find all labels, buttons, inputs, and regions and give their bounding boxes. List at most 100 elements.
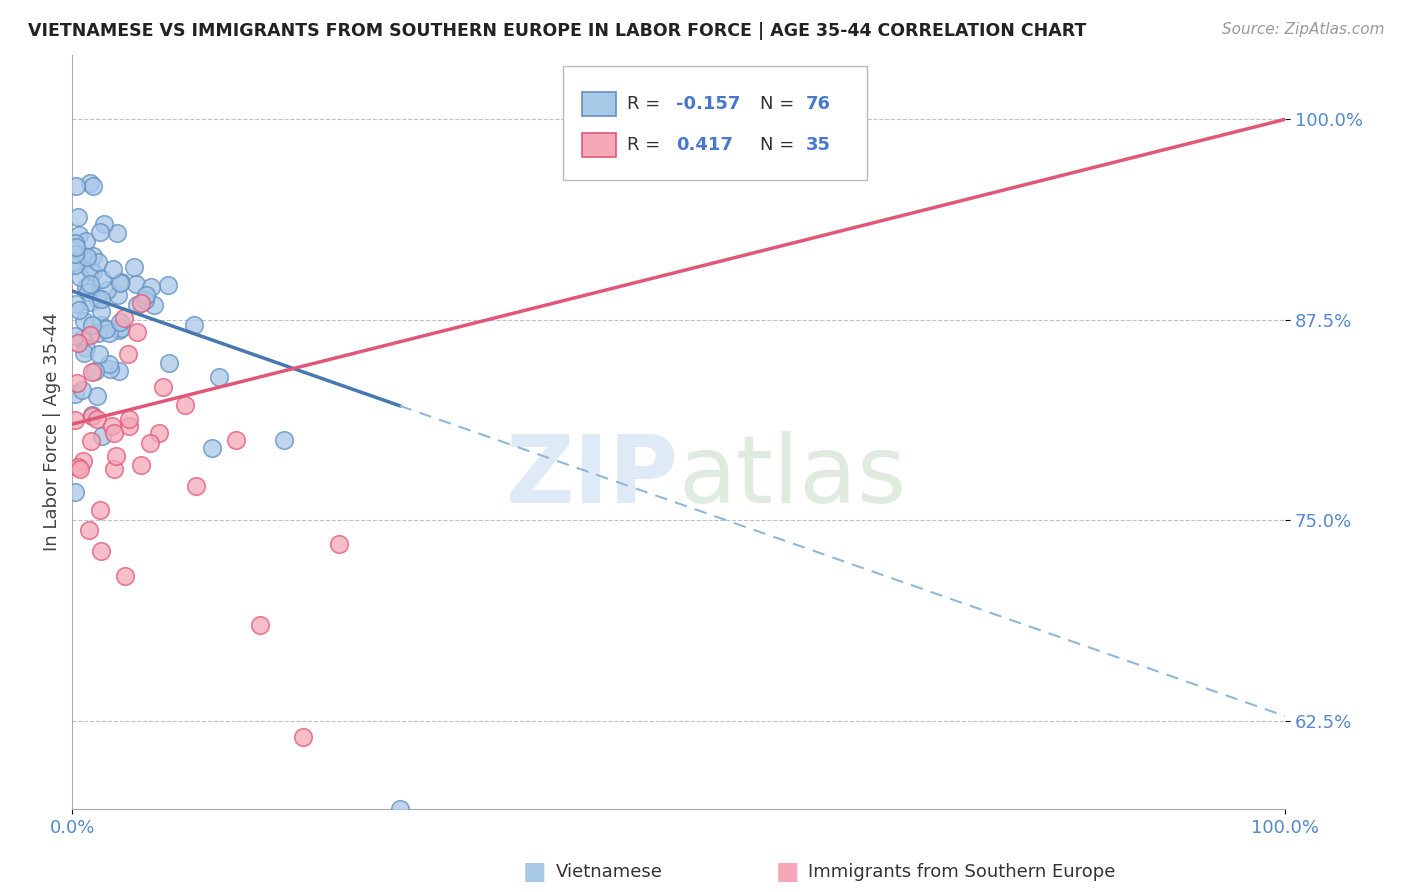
Point (183, 318, 205, 333)
Point (89, 225, 111, 239)
Point (249, 617, 271, 632)
Point (63, 413, 86, 427)
Point (73, 313, 96, 327)
Point (82, 265, 104, 279)
Point (90, 292, 112, 306)
Point (108, 276, 131, 290)
Point (84, 364, 107, 378)
Point (110, 275, 132, 289)
Text: 0.417: 0.417 (676, 136, 733, 153)
Point (79, 176, 101, 190)
Point (122, 260, 145, 274)
Bar (582, 133, 616, 157)
Point (79, 294, 101, 309)
Point (79, 261, 101, 276)
Point (139, 279, 162, 293)
Point (67, 303, 90, 318)
Point (124, 277, 146, 291)
Point (98, 357, 121, 371)
Point (63, 258, 86, 272)
Point (143, 297, 166, 311)
Text: R =: R = (627, 95, 665, 113)
Text: N =: N = (761, 136, 800, 153)
Point (70, 331, 93, 345)
Text: ZIP: ZIP (506, 432, 679, 524)
Point (98, 326, 121, 340)
Point (174, 398, 197, 412)
Point (90, 304, 112, 318)
Point (72, 383, 94, 397)
Point (79, 328, 101, 343)
Point (108, 323, 131, 337)
Text: 76: 76 (806, 95, 831, 113)
Point (86, 291, 108, 305)
Point (63, 246, 86, 260)
Point (75, 234, 97, 248)
Point (110, 320, 132, 334)
Text: R =: R = (627, 136, 665, 153)
Point (93, 217, 115, 231)
Point (105, 226, 128, 240)
Point (76, 285, 98, 299)
Point (80, 318, 103, 332)
Point (76, 250, 98, 264)
Text: 35: 35 (806, 136, 831, 153)
Point (208, 370, 231, 384)
Point (66, 335, 89, 350)
Point (134, 293, 156, 308)
Point (82, 249, 104, 263)
Text: Source: ZipAtlas.com: Source: ZipAtlas.com (1222, 22, 1385, 37)
Point (73, 345, 96, 359)
Point (69, 270, 91, 285)
Point (104, 449, 127, 463)
Point (63, 328, 86, 343)
Point (70, 248, 93, 262)
Bar (582, 92, 616, 116)
Text: ■: ■ (523, 861, 546, 884)
Point (388, 802, 411, 816)
Point (63, 235, 86, 250)
Point (65, 296, 87, 310)
Point (127, 298, 149, 312)
Point (291, 730, 314, 744)
Point (66, 256, 89, 270)
Point (139, 435, 162, 450)
Point (152, 380, 174, 394)
Point (90, 544, 112, 558)
Point (86, 389, 108, 403)
Point (80, 434, 103, 449)
Text: N =: N = (761, 95, 800, 113)
Point (91, 272, 114, 286)
Point (75, 253, 97, 268)
Point (114, 569, 136, 583)
Point (273, 433, 295, 447)
Point (108, 314, 131, 328)
Text: Vietnamese: Vietnamese (555, 863, 662, 881)
Point (86, 254, 108, 268)
Point (63, 387, 86, 401)
Point (80, 408, 103, 422)
Point (90, 318, 112, 333)
Point (75, 341, 97, 355)
FancyBboxPatch shape (564, 66, 866, 179)
Point (101, 262, 124, 277)
Point (86, 411, 108, 425)
Point (87, 347, 110, 361)
Point (112, 310, 135, 325)
Point (65, 179, 87, 194)
Point (79, 277, 101, 291)
Point (129, 296, 152, 310)
Point (103, 426, 125, 441)
Point (117, 418, 139, 433)
Point (96, 322, 118, 336)
Point (129, 458, 152, 473)
Point (135, 287, 157, 301)
Point (184, 479, 207, 493)
Point (328, 537, 350, 551)
Point (108, 364, 131, 378)
Point (72, 454, 94, 468)
Point (89, 502, 111, 516)
Point (225, 433, 247, 447)
Point (90, 429, 112, 443)
Point (80, 365, 103, 379)
